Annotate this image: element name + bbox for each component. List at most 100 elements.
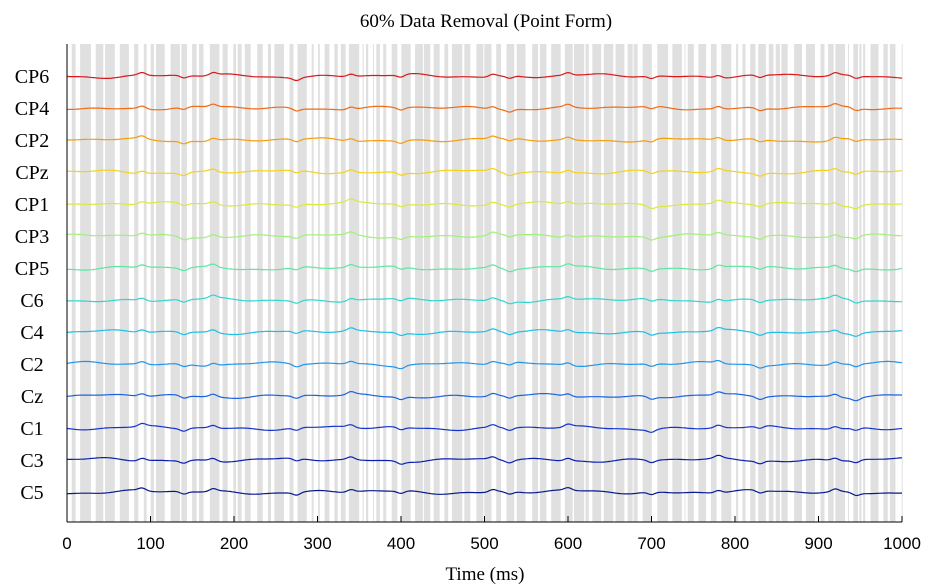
x-tick-label: 900 [804, 534, 832, 553]
removed-segment [318, 44, 320, 522]
channel-label-cpz: CPz [15, 162, 48, 184]
channel-label-cz: Cz [21, 386, 43, 408]
removed-segment [564, 44, 573, 522]
trace-c6 [67, 294, 902, 305]
channel-label-cp6: CP6 [15, 66, 49, 88]
removed-segment [170, 44, 180, 522]
removed-segment [376, 44, 380, 522]
removed-segment [698, 44, 707, 522]
removed-segment [297, 44, 307, 522]
removed-segment [433, 44, 440, 522]
removed-segment [672, 44, 682, 522]
removed-segment [444, 44, 449, 522]
removed-segment [362, 44, 364, 522]
removed-segment [633, 44, 638, 522]
channel-label-cp2: CP2 [15, 130, 49, 152]
removed-segment [156, 44, 165, 522]
removed-segment [775, 44, 780, 522]
removed-segment [721, 44, 732, 522]
trace-cp4 [67, 102, 903, 113]
removed-segment [348, 44, 360, 522]
x-axis-label: Time (ms) [445, 564, 524, 585]
removed-segment [143, 44, 147, 522]
removed-segment [209, 44, 220, 522]
removed-segment [496, 44, 501, 522]
channel-traces [66, 71, 903, 497]
removed-segment [80, 44, 91, 522]
channel-label-c1: C1 [20, 418, 43, 440]
removed-segment [423, 44, 431, 522]
trace-cp6 [67, 71, 903, 82]
removed-segment [684, 44, 686, 522]
removed-segment [736, 44, 739, 522]
removed-segment [150, 44, 154, 522]
x-tick-label: 200 [220, 534, 248, 553]
removed-segment [539, 44, 547, 522]
removed-segment [768, 44, 774, 522]
removed-segment [464, 44, 471, 522]
trace-c2 [66, 360, 903, 370]
removed-segment [781, 44, 788, 522]
channel-label-cp5: CP5 [15, 258, 49, 280]
removed-segment [805, 44, 815, 522]
removed-segment [835, 44, 846, 522]
removed-segment [484, 44, 492, 522]
channel-label-c6: C6 [20, 290, 43, 312]
trace-cp3 [66, 231, 902, 241]
removed-segment [95, 44, 104, 522]
channel-labels: CP6 CP4 CP2 CPz CP1 CP3 CP5 C6 C4 C2 Cz C1 C3 C5 [15, 66, 49, 504]
removed-segment [853, 44, 858, 522]
removed-segment [233, 44, 236, 522]
removed-segment [244, 44, 251, 522]
channel-label-cp1: CP1 [15, 194, 49, 216]
channel-label-c3: C3 [20, 450, 43, 472]
removed-segment [192, 44, 197, 522]
plot-area: 0 100 200 300 400 500 600 700 800 900 1000 [62, 44, 921, 553]
removed-segment [828, 44, 834, 522]
x-tick-label: 400 [387, 534, 415, 553]
removed-segment [366, 44, 369, 522]
x-tick-label: 1000 [883, 534, 921, 553]
removed-segment [870, 44, 879, 522]
removed-segment [311, 44, 314, 522]
removed-data-mask [71, 44, 903, 522]
removed-segment [574, 44, 585, 522]
removed-segment [506, 44, 515, 522]
removed-segment [274, 44, 284, 522]
trace-c4 [66, 327, 903, 337]
x-tick-label: 0 [62, 534, 71, 553]
removed-segment [340, 44, 346, 522]
trace-cz [66, 390, 902, 402]
x-tick-label: 600 [554, 534, 582, 553]
removed-segment [742, 44, 746, 522]
removed-segment [105, 44, 115, 522]
removed-segment [119, 44, 129, 522]
removed-segment [750, 44, 756, 522]
x-axis-ticks: 0 100 200 300 400 500 600 700 800 900 1000 [62, 516, 921, 553]
removed-segment [401, 44, 411, 522]
removed-segment [657, 44, 669, 522]
trace-cp2 [67, 135, 903, 145]
removed-segment [334, 44, 338, 522]
channel-label-c2: C2 [20, 354, 43, 376]
removed-segment [863, 44, 866, 522]
removed-segment [627, 44, 633, 522]
removed-segment [181, 44, 187, 522]
removed-segment [889, 44, 896, 522]
removed-segment [794, 44, 802, 522]
removed-segment [222, 44, 228, 522]
x-tick-label: 300 [303, 534, 331, 553]
removed-segment [585, 44, 589, 522]
removed-segment [383, 44, 387, 522]
removed-segment [415, 44, 423, 522]
trace-cp5 [66, 263, 903, 273]
removed-segment [551, 44, 561, 522]
removed-segment [451, 44, 463, 522]
removed-segment [372, 44, 374, 522]
removed-segment [859, 44, 862, 522]
x-tick-label: 100 [136, 534, 164, 553]
removed-segment [134, 44, 139, 522]
removed-segment [532, 44, 538, 522]
x-tick-label: 500 [470, 534, 498, 553]
removed-segment [592, 44, 602, 522]
